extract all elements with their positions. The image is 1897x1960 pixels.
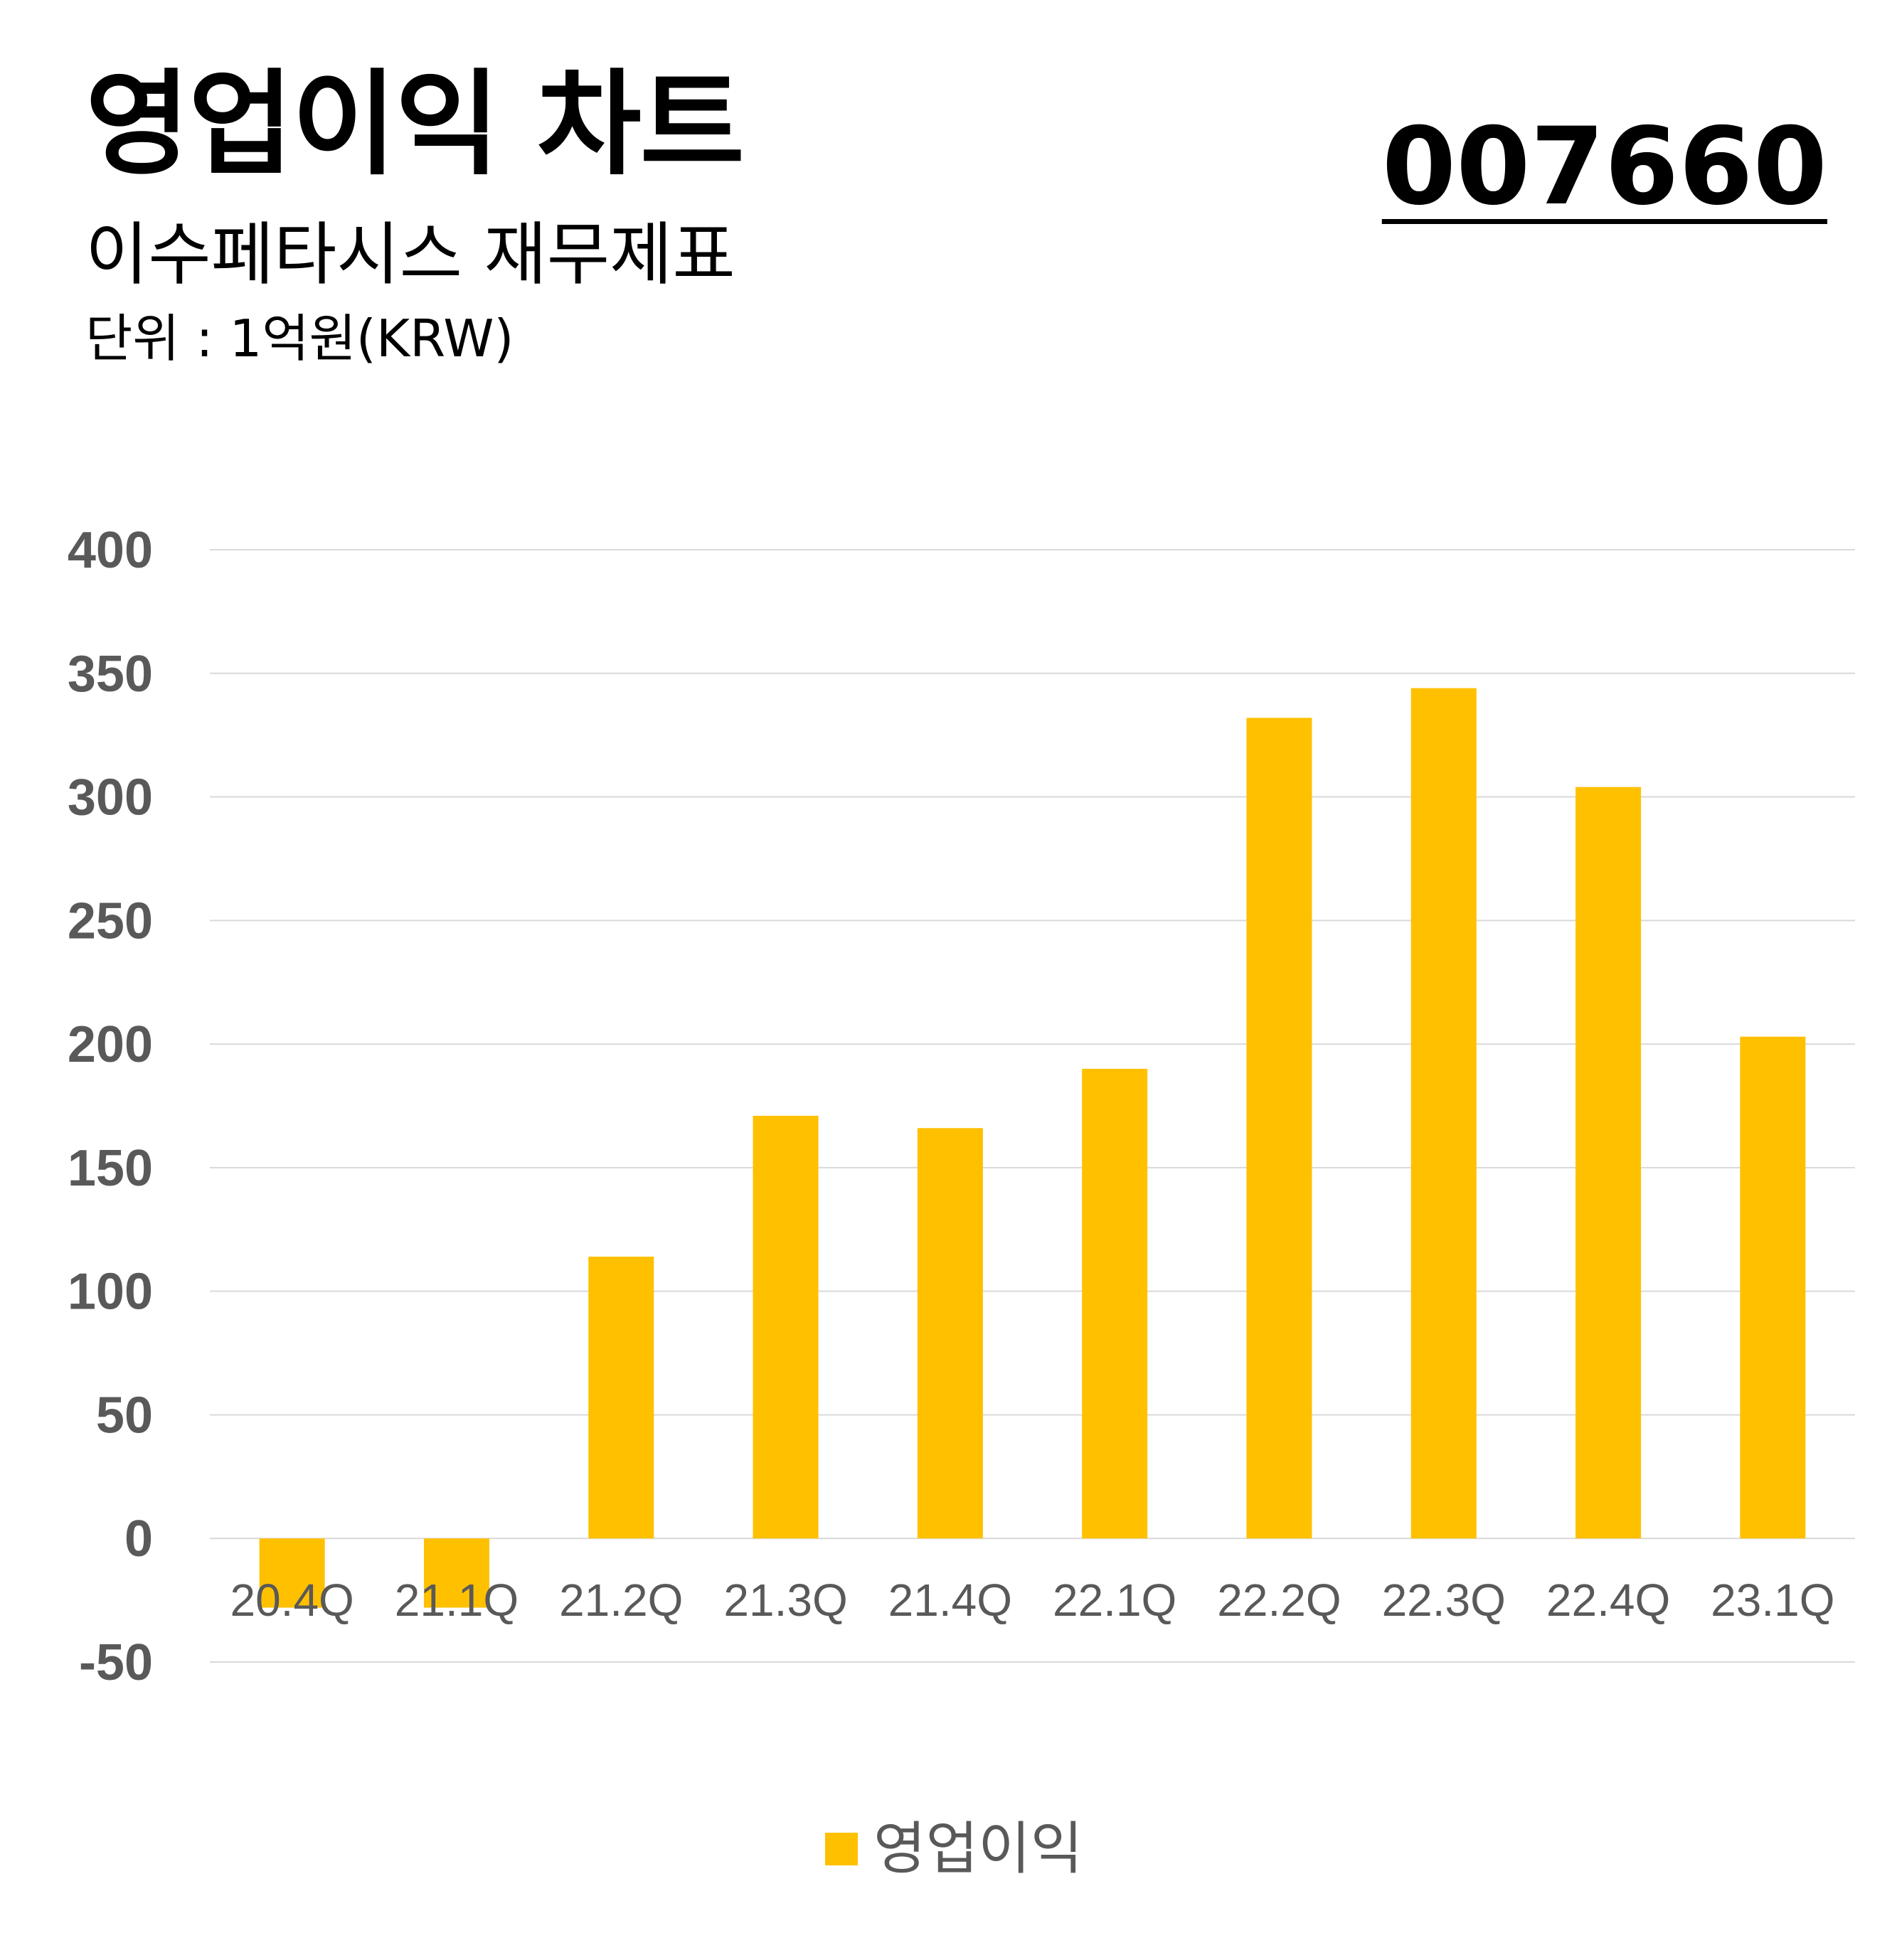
x-tick-label: 22.2Q [1217,1575,1341,1626]
x-tick-label: 23.1Q [1711,1575,1834,1626]
x-tick-label: 22.1Q [1053,1575,1176,1626]
y-tick-label: 350 [68,646,153,703]
y-tick-label: -50 [79,1634,153,1691]
y-tick-label: 50 [96,1387,153,1444]
chart-title: 영업이익 차트 [85,58,745,191]
x-tick-label: 20.4Q [230,1575,354,1626]
x-tick-label: 21.1Q [395,1575,519,1626]
x-tick-label: 21.2Q [559,1575,683,1626]
bar-22.3Q [1410,688,1477,1539]
bars [259,688,1806,1608]
x-axis-ticks: 20.4Q 21.1Q 21.2Q 21.3Q 21.4Q 22.1Q 22.2Q 22.3Q… [230,1575,1834,1626]
bar-21.2Q [588,1257,654,1539]
x-tick-label: 21.4Q [888,1575,1012,1626]
bar-23.1Q [1740,1036,1806,1539]
y-tick-label: 300 [68,769,153,826]
y-tick-label: 200 [68,1016,153,1073]
bar-21.1Q [423,1538,489,1608]
bar-20.4Q [259,1538,325,1608]
bar-21.3Q [753,1115,819,1539]
y-axis-ticks: -50 0 50 100 150 200 250 300 350 400 [68,522,153,1691]
legend: 영업이익 [825,1821,1083,1878]
legend-label: 영업이익 [873,1816,1083,1882]
bar-22.4Q [1575,787,1642,1539]
bar-21.4Q [917,1128,983,1539]
ticker-code: 007660 [1381,105,1827,229]
x-tick-label: 22.3Q [1382,1575,1506,1626]
bar-22.1Q [1082,1068,1148,1539]
x-tick-label: 21.3Q [723,1575,847,1626]
y-tick-label: 150 [68,1140,153,1197]
chart-subtitle: 이수페타시스 재무제표 [85,215,735,294]
legend-swatch [825,1833,858,1865]
y-tick-label: 250 [68,893,153,949]
x-tick-label: 22.4Q [1546,1575,1670,1626]
unit-label: 단위 : 1억원(KRW) [85,309,514,368]
y-tick-label: 0 [124,1511,153,1567]
bar-22.2Q [1246,718,1312,1539]
y-tick-label: 400 [68,522,153,579]
y-tick-label: 100 [68,1264,153,1321]
